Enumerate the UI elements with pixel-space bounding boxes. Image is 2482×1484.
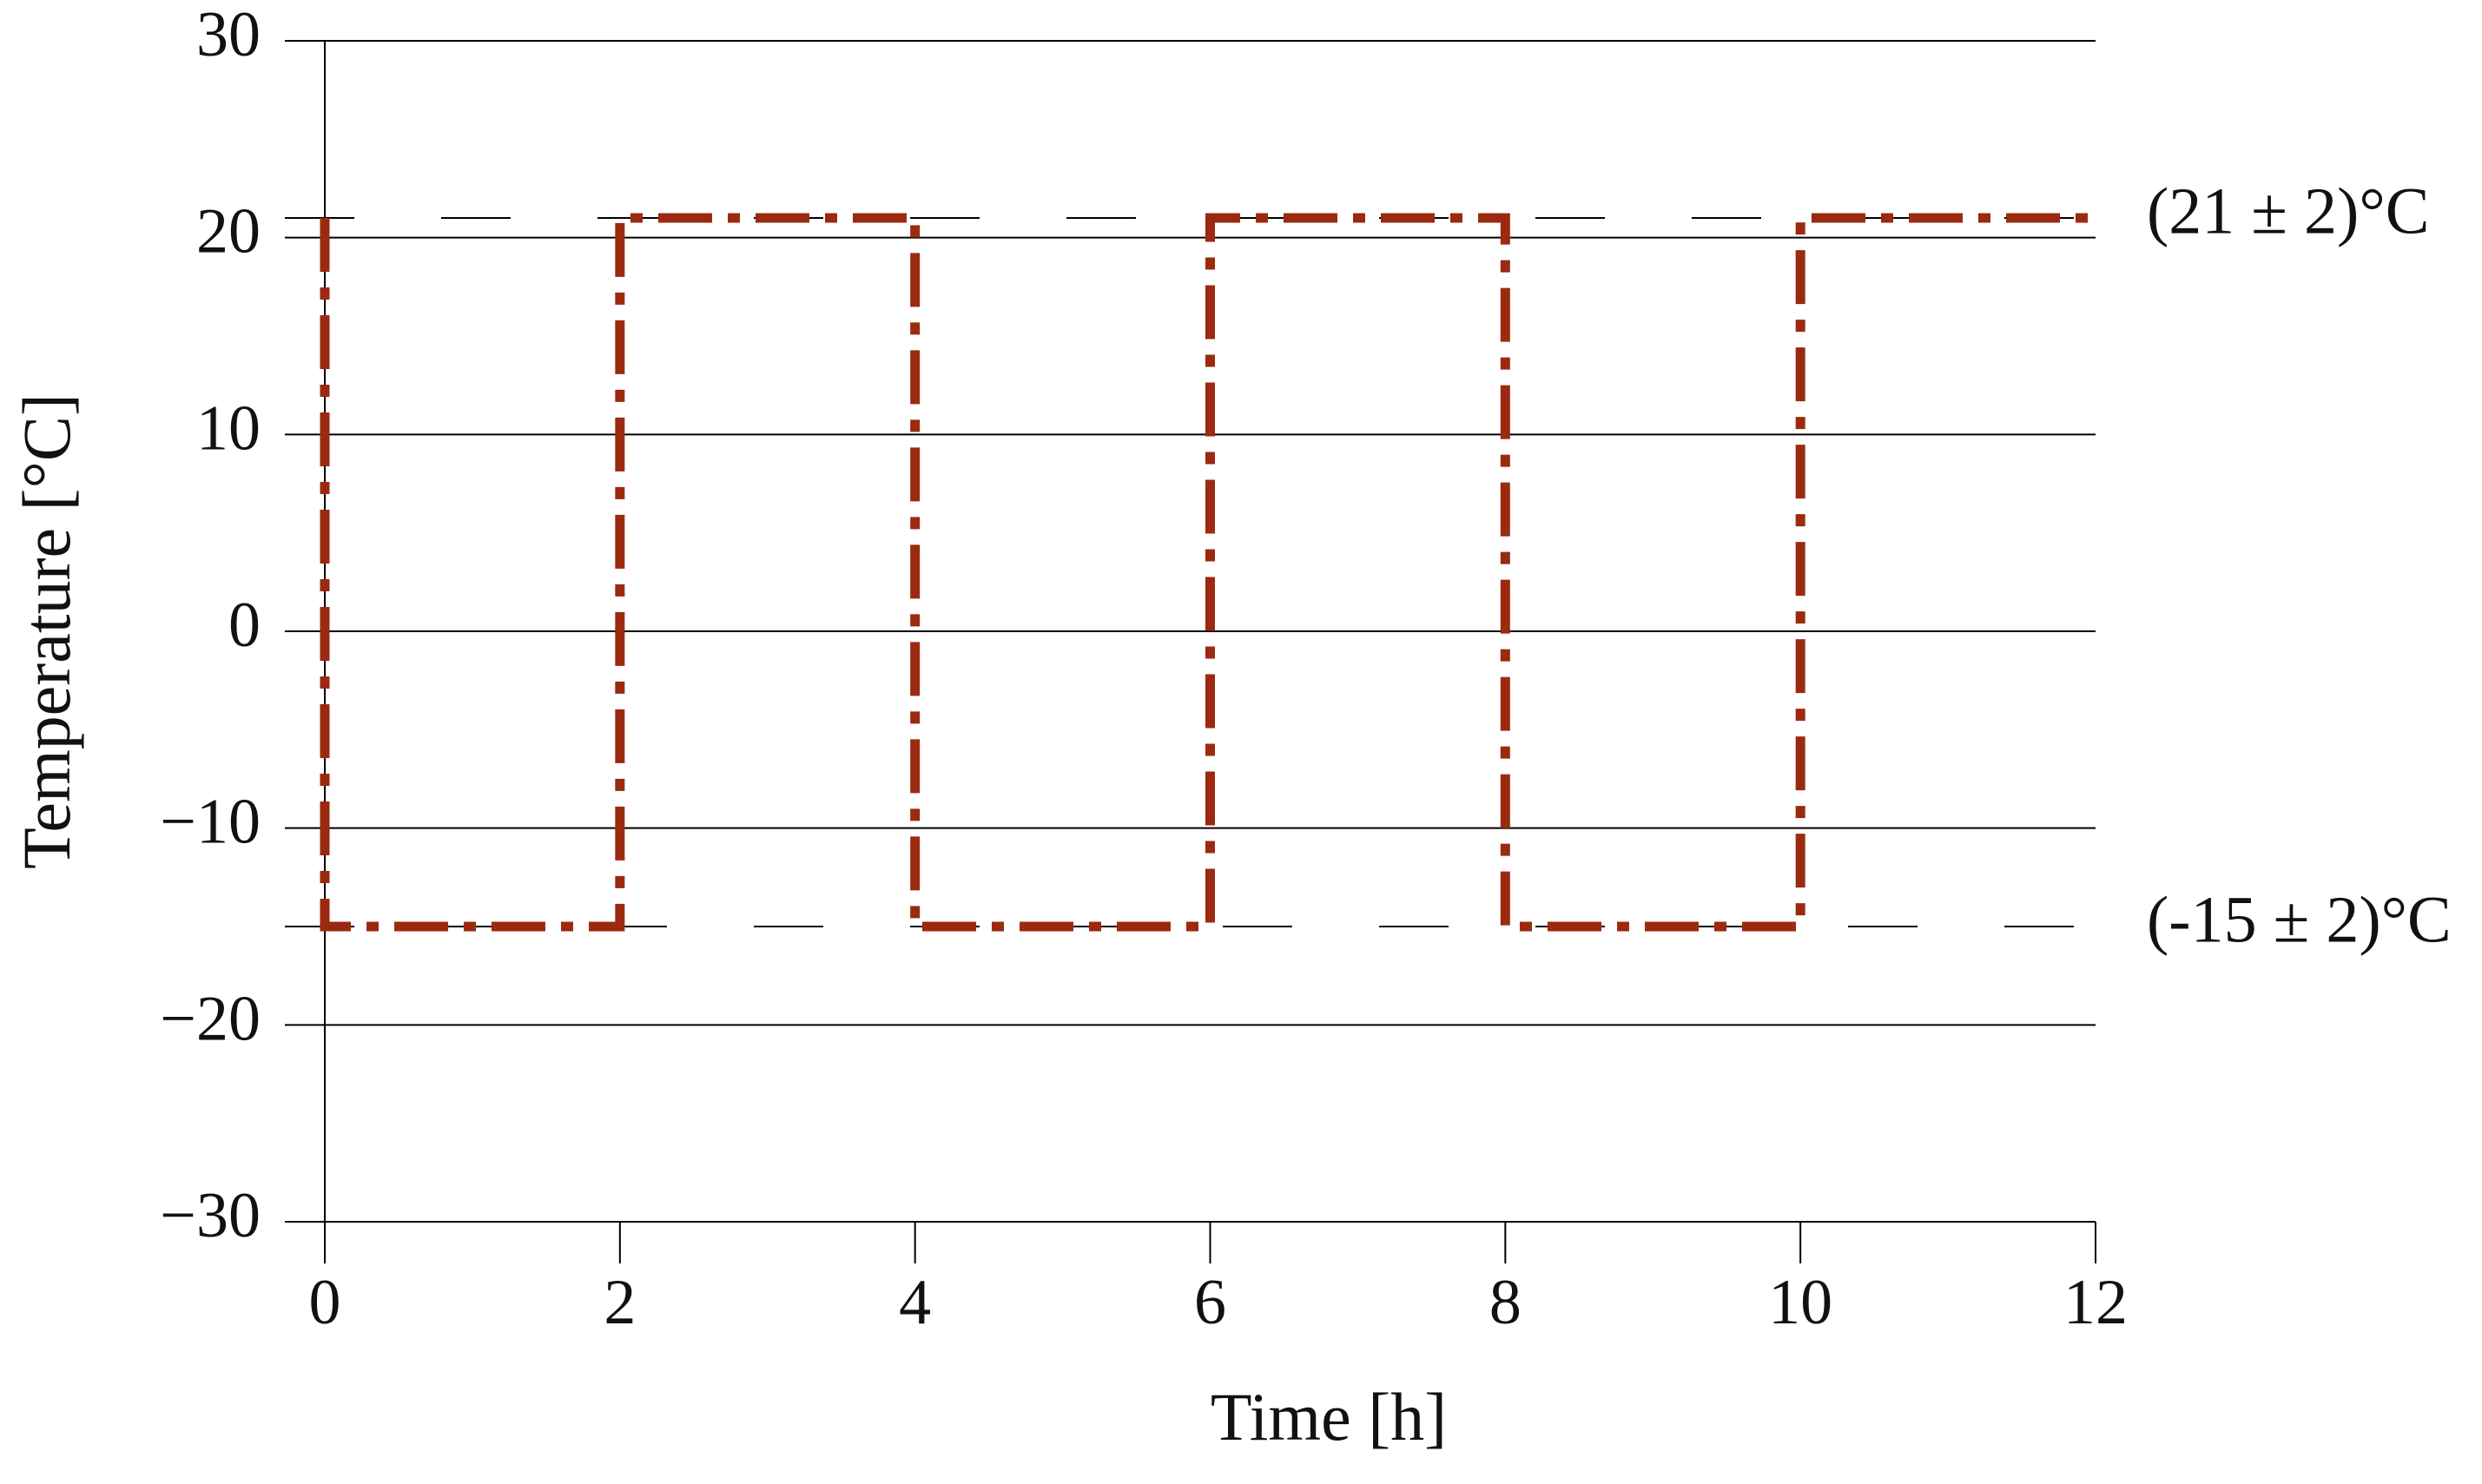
y-tick-label: 20 [196,196,261,267]
x-tick-label: 2 [604,1267,636,1338]
y-tick-label: −20 [160,983,261,1054]
y-tick-label: 30 [196,0,261,70]
x-tick-label: 6 [1194,1267,1226,1338]
reference-label: (-15 ± 2)°C [2147,883,2452,956]
x-tick-label: 10 [1768,1267,1832,1338]
x-tick-label: 4 [899,1267,931,1338]
x-tick-label: 12 [2063,1267,2128,1338]
data-line [320,213,2096,932]
y-tick-label: 0 [228,590,261,661]
reference-label: (21 ± 2)°C [2147,175,2429,247]
x-tick-label: 0 [309,1267,341,1338]
x-tick-label: 8 [1489,1267,1522,1338]
x-axis-title: Time [h] [1211,1379,1447,1454]
y-tick-label: −30 [160,1180,261,1251]
y-tick-label: 10 [196,392,261,464]
y-tick-label: −10 [160,787,261,858]
y-axis-title: Temperature [°C] [9,393,84,869]
